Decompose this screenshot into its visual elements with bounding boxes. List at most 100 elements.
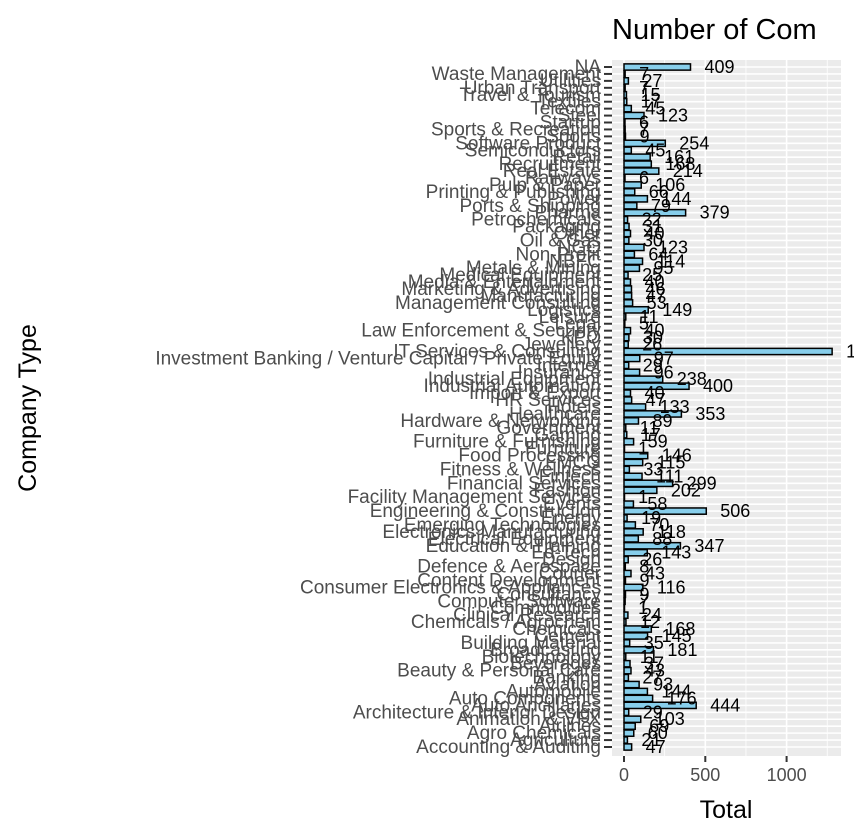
data-label: 88 <box>652 529 672 549</box>
bar <box>623 125 626 134</box>
data-label: 506 <box>720 501 750 521</box>
data-label: 400 <box>703 376 733 396</box>
bar <box>623 188 636 196</box>
category-label: Auto Components <box>449 688 601 709</box>
bar <box>623 347 833 356</box>
data-label: 96 <box>654 362 674 382</box>
bar <box>623 701 697 710</box>
bar <box>623 639 631 647</box>
data-label: 40 <box>645 272 665 292</box>
data-label: 161 <box>664 147 694 167</box>
data-label: 19 <box>641 508 661 528</box>
category-label: Manufacturing <box>481 286 601 307</box>
category-label: Government <box>496 418 601 439</box>
category-label: Management Consulting <box>395 293 601 314</box>
category-label: Oil & Gas <box>520 230 601 251</box>
data-label: 17 <box>641 425 661 445</box>
category-label: Import & Export <box>469 383 602 404</box>
data-label: 27 <box>642 668 662 688</box>
bar <box>623 208 687 217</box>
category-label: Hotels <box>547 397 601 418</box>
category-label: Non-Profit <box>515 244 601 265</box>
bar <box>623 472 643 481</box>
data-label: 21 <box>641 730 661 750</box>
bar <box>623 160 653 169</box>
bar <box>623 285 633 293</box>
bar <box>623 417 640 425</box>
bar <box>623 403 647 411</box>
bar <box>623 389 632 397</box>
data-label: 47 <box>646 737 666 757</box>
category-label: Energy <box>541 508 602 529</box>
data-label: 9 <box>639 584 649 604</box>
bar <box>623 645 655 654</box>
bar <box>623 333 630 342</box>
bar <box>623 292 633 300</box>
data-label: 1 <box>638 487 648 507</box>
category-label: Logistics <box>527 300 601 321</box>
bar <box>623 250 636 259</box>
category-label: Fashion <box>533 480 601 501</box>
data-label: 40 <box>645 383 665 403</box>
category-label: Semiconductors <box>465 140 601 161</box>
x-axis-title: Total <box>700 796 753 824</box>
bar <box>623 507 708 515</box>
data-label: 17 <box>641 92 661 112</box>
category-label: Marketing & Advertising <box>401 279 601 300</box>
category-label: Building Material <box>461 633 601 654</box>
data-label: 37 <box>644 654 664 674</box>
bar <box>623 437 635 446</box>
category-label: Financial Services <box>447 473 601 494</box>
category-label: Internet <box>537 355 602 376</box>
category-label: Packaging <box>512 217 601 238</box>
category-label: Travel & Tourism <box>460 85 601 106</box>
data-label: 43 <box>645 564 665 584</box>
bar <box>623 271 629 280</box>
category-label: Textiles <box>538 92 601 113</box>
bar <box>623 694 654 703</box>
category-label: Broadcasting <box>490 640 601 661</box>
bar <box>623 541 682 550</box>
data-label: 114 <box>657 251 686 271</box>
data-label: 45 <box>645 99 665 119</box>
category-label: Commodities <box>490 598 601 619</box>
data-label: 70 <box>649 515 669 535</box>
data-label: 176 <box>667 688 697 708</box>
data-label: 202 <box>671 480 701 500</box>
bar <box>623 666 632 675</box>
data-label: 353 <box>695 404 725 424</box>
category-label: Hardware & Networking <box>400 411 601 432</box>
category-label: Waste Management <box>432 64 602 85</box>
data-label: 53 <box>647 293 667 313</box>
bar <box>623 451 649 460</box>
category-label: Pulp & Paper <box>489 175 602 196</box>
data-label: 40 <box>645 224 665 244</box>
x-ticks-group: 0 500 1000 <box>619 756 807 785</box>
category-label: Consumer Electronics & Appliances <box>300 577 601 598</box>
data-label: 93 <box>653 675 673 695</box>
bar <box>623 479 674 488</box>
data-label: 8 <box>639 557 649 577</box>
data-label: 25 <box>642 265 662 285</box>
data-label: 168 <box>665 619 695 639</box>
bar <box>623 410 683 418</box>
category-label: HR Services <box>495 390 601 411</box>
category-label: Utilities <box>540 71 601 92</box>
bar <box>623 77 630 85</box>
bar <box>623 201 638 210</box>
category-label: Other <box>553 224 601 245</box>
bar <box>623 583 644 592</box>
x-tick-label: 500 <box>690 765 720 785</box>
bar <box>623 521 637 529</box>
bar <box>623 659 631 668</box>
bar <box>623 673 630 682</box>
bar <box>623 299 634 307</box>
data-label: 146 <box>662 446 692 466</box>
bar <box>623 430 628 439</box>
bar <box>623 368 641 377</box>
category-label: Metals & Mining <box>466 258 601 279</box>
x-tick-label: 1000 <box>767 765 807 785</box>
bar <box>623 396 633 404</box>
bar <box>623 70 626 78</box>
